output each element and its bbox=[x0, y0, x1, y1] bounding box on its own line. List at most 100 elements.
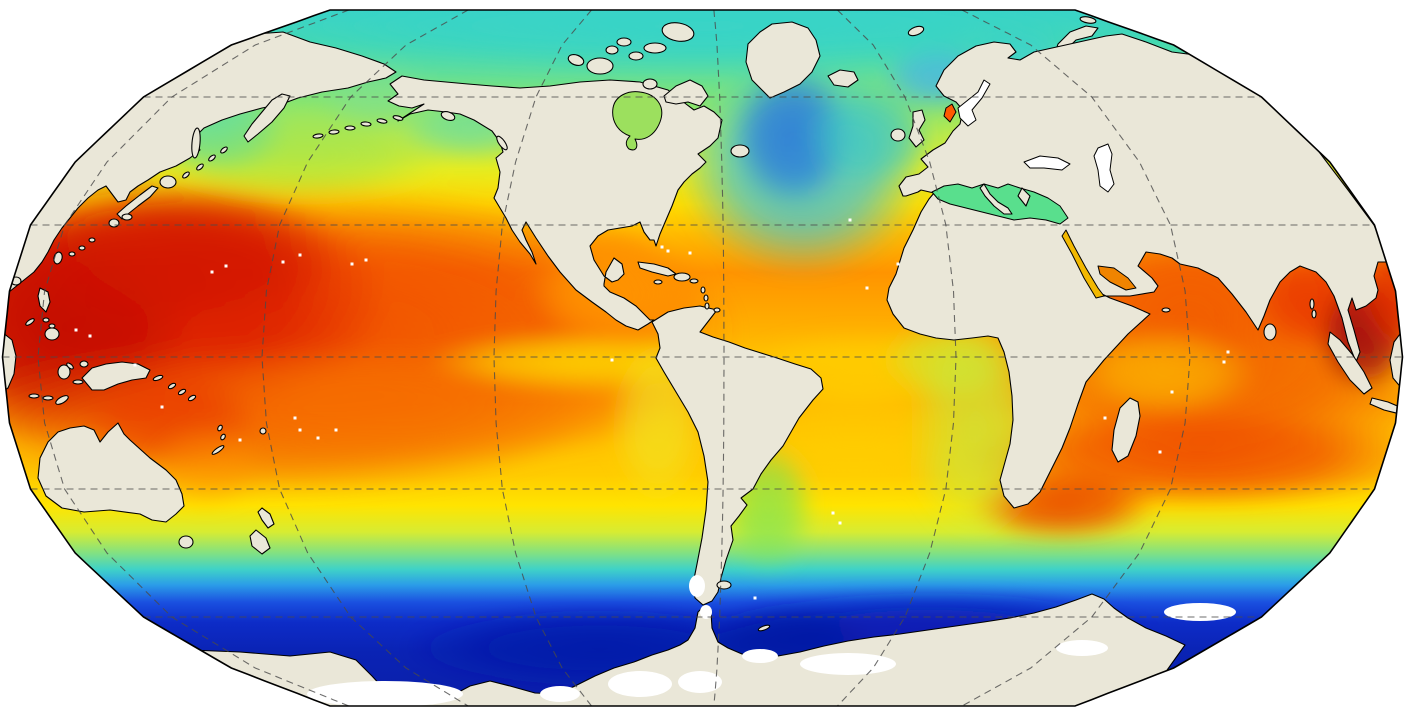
no-data-speck bbox=[133, 363, 137, 367]
socotra bbox=[1161, 307, 1171, 313]
no-data-speck bbox=[1103, 416, 1107, 420]
aleutian-3 bbox=[360, 121, 372, 127]
iceland bbox=[827, 69, 859, 88]
fiji bbox=[259, 427, 267, 435]
south-georgia bbox=[757, 624, 771, 632]
no-data-speck bbox=[660, 245, 664, 249]
no-data-speck bbox=[831, 511, 835, 515]
no-data-speck bbox=[293, 416, 297, 420]
no-data-speck bbox=[210, 270, 214, 274]
borneo-right-sliver bbox=[1389, 329, 1403, 391]
subarctic-pacific-cool bbox=[150, 110, 450, 200]
ice-patch bbox=[678, 671, 722, 693]
italy bbox=[979, 183, 1013, 215]
kuril-4 bbox=[182, 171, 190, 179]
no-data-speck bbox=[1226, 350, 1230, 354]
vanuatu-2 bbox=[220, 433, 226, 441]
land-layer bbox=[2, 16, 1403, 706]
aleutian-6 bbox=[312, 133, 324, 139]
ice-shelf-no-data-patches bbox=[307, 575, 1236, 706]
cuba bbox=[637, 261, 677, 277]
ice-patch bbox=[608, 671, 672, 697]
kamchatka bbox=[243, 93, 291, 143]
visayas-2 bbox=[48, 323, 56, 329]
sakhalin bbox=[191, 127, 201, 159]
no-data-speck bbox=[753, 596, 757, 600]
no-data-speck bbox=[298, 253, 302, 257]
mindanao bbox=[44, 327, 60, 341]
madagascar bbox=[1111, 397, 1141, 463]
devon-island bbox=[643, 42, 667, 54]
trinidad bbox=[713, 307, 721, 313]
puerto-rico bbox=[689, 278, 699, 284]
red-sea bbox=[1061, 229, 1105, 299]
sulawesi-arm bbox=[66, 362, 74, 370]
arctic-isle-1 bbox=[605, 45, 619, 55]
arctic-isle-2 bbox=[616, 37, 632, 47]
kyushu bbox=[108, 218, 120, 228]
meridian-eqx-38 bbox=[37, 10, 350, 706]
sumatra bbox=[1327, 331, 1373, 395]
south-america bbox=[651, 305, 824, 606]
new-britain bbox=[152, 374, 164, 382]
no-data-speck bbox=[364, 258, 368, 262]
no-data-speck bbox=[334, 428, 338, 432]
kuroshio-warm bbox=[20, 188, 340, 328]
solomon-3 bbox=[187, 394, 197, 402]
meridian-eqx-724 bbox=[713, 10, 725, 706]
tasmania bbox=[178, 535, 194, 549]
kuril-2 bbox=[208, 154, 216, 162]
no-data-speck bbox=[896, 262, 900, 266]
meridian-eqx-1190 bbox=[961, 10, 1191, 706]
solomon-2 bbox=[177, 388, 187, 396]
no-data-speck bbox=[688, 251, 692, 255]
antilles-3 bbox=[704, 302, 710, 310]
ice-patch bbox=[800, 653, 896, 675]
no-data-speck bbox=[74, 328, 78, 332]
afro-eurasia bbox=[886, 33, 1391, 509]
hokkaido bbox=[159, 175, 177, 189]
solomon-1 bbox=[167, 382, 177, 390]
new-caledonia bbox=[211, 445, 225, 455]
antilles-1 bbox=[700, 286, 706, 294]
newfoundland bbox=[730, 144, 750, 158]
ice-patch bbox=[1164, 603, 1236, 621]
banks-island bbox=[567, 54, 585, 66]
honshu-japan bbox=[116, 185, 159, 220]
ireland bbox=[890, 128, 906, 142]
hudson-bay bbox=[612, 91, 663, 151]
falkland-islands bbox=[716, 580, 732, 590]
no-data-island-specks bbox=[74, 218, 1230, 600]
new-zealand-south bbox=[249, 529, 271, 555]
baffin-island bbox=[663, 79, 709, 107]
ne-atlantic-cool bbox=[800, 84, 936, 188]
no-data-speck bbox=[298, 428, 302, 432]
palawan bbox=[25, 318, 35, 326]
greece bbox=[1017, 187, 1031, 207]
victoria-island bbox=[586, 57, 614, 75]
kodiak-island bbox=[440, 110, 456, 122]
aleutian-2 bbox=[376, 118, 388, 124]
aleutian-5 bbox=[328, 129, 340, 135]
caspian-sea bbox=[1093, 143, 1115, 193]
map-boundary bbox=[1, 9, 1404, 707]
hispaniola bbox=[673, 272, 691, 282]
andaman-1 bbox=[1309, 298, 1315, 310]
ice-patch bbox=[540, 686, 580, 702]
no-data-speck bbox=[1222, 360, 1226, 364]
shikoku bbox=[121, 213, 133, 221]
marginal-seas bbox=[612, 79, 1137, 299]
sunda-1 bbox=[42, 395, 54, 401]
sunda-2 bbox=[28, 393, 40, 399]
projection-outline bbox=[1, 9, 1404, 707]
sulawesi bbox=[57, 364, 71, 380]
vancouver-island bbox=[496, 135, 508, 151]
no-data-speck bbox=[1158, 450, 1162, 454]
ryukyu-1 bbox=[88, 237, 96, 243]
no-data-speck bbox=[848, 218, 852, 222]
no-data-speck bbox=[666, 249, 670, 253]
severnaya-zemlya bbox=[1079, 16, 1097, 24]
baltic-sea bbox=[957, 79, 991, 127]
borneo-left-sliver bbox=[2, 331, 17, 393]
